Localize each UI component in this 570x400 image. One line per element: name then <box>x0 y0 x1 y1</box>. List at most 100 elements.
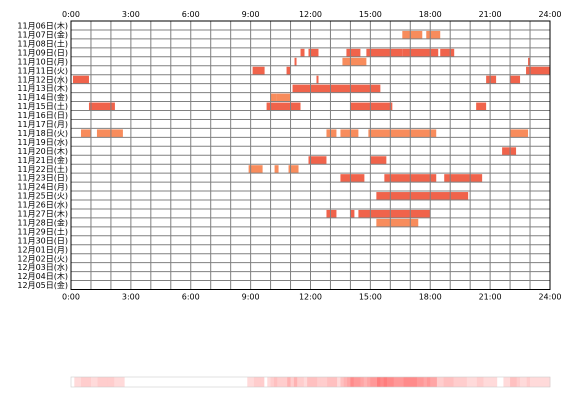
heat-cell <box>433 377 438 387</box>
heat-cell <box>247 377 252 387</box>
heat-cell <box>114 377 118 387</box>
heat-cell <box>270 377 275 387</box>
bar-4-5 <box>402 48 439 57</box>
heat-cell <box>110 377 115 387</box>
bar-20-1 <box>376 192 431 200</box>
day-label-28: 12月03日(水) <box>17 262 68 272</box>
heat-cell <box>350 377 355 387</box>
heat-cell <box>120 377 125 387</box>
tick-top-3: 9:00 <box>242 10 260 19</box>
bar-17-3 <box>288 165 299 174</box>
heat-cell <box>343 377 348 387</box>
tick-bottom-2: 6:00 <box>182 293 200 302</box>
bar-22-1 <box>326 209 337 218</box>
heat-strip-border <box>70 376 551 388</box>
day-label-17: 11月22日(土) <box>17 164 68 174</box>
heat-cell <box>510 377 514 387</box>
heat-cell <box>307 377 311 387</box>
day-label-21: 11月26日(水) <box>17 200 68 210</box>
heat-cell <box>453 377 458 387</box>
day-label-30: 12月05日(金) <box>17 280 68 290</box>
tick-bottom-1: 3:00 <box>122 293 140 302</box>
day-label-23: 11月28日(金) <box>17 217 68 227</box>
heat-cell <box>526 377 531 387</box>
day-label-29: 12月04日(木) <box>17 271 68 281</box>
tick-top-7: 21:00 <box>479 10 502 19</box>
heat-cell <box>273 377 278 387</box>
tick-bottom-4: 12:00 <box>299 293 322 302</box>
heat-cell <box>456 377 461 387</box>
tick-top-4: 12:00 <box>299 10 322 19</box>
bar-13-6 <box>510 129 529 138</box>
tick-top-1: 3:00 <box>122 10 140 19</box>
bar-5-2 <box>342 57 367 66</box>
bar-2-1 <box>402 30 423 39</box>
heat-cell <box>77 377 82 387</box>
heat-cell <box>353 377 358 387</box>
day-label-2: 11月07日(金) <box>17 30 68 40</box>
bar-7-1 <box>73 75 89 84</box>
heat-cell <box>87 377 92 387</box>
heat-cell <box>450 377 454 387</box>
heat-cell <box>420 377 424 387</box>
bar-17-1 <box>248 165 263 174</box>
heat-cell <box>413 377 418 387</box>
bar-22-2 <box>350 209 355 218</box>
heat-cell <box>480 377 484 387</box>
heat-cell <box>423 377 428 387</box>
tick-top-6: 18:00 <box>419 10 442 19</box>
heat-cell <box>290 377 295 387</box>
heat-cell <box>74 377 79 387</box>
heat-cell <box>470 377 474 387</box>
day-label-18: 11月23日(日) <box>17 174 68 183</box>
heat-cell <box>107 377 112 387</box>
bar-9-1 <box>270 93 277 102</box>
heat-cell <box>313 377 318 387</box>
heat-cell <box>320 377 325 387</box>
heat-cell <box>380 377 385 387</box>
day-label-6: 11月11日(火) <box>17 66 68 75</box>
bar-6-3 <box>526 66 550 75</box>
bar-7-3 <box>486 75 497 84</box>
heat-cell <box>396 377 401 387</box>
tick-top-5: 15:00 <box>359 10 382 19</box>
day-label-19: 11月24日(月) <box>17 183 68 192</box>
day-label-16: 11月21日(金) <box>17 155 68 165</box>
bar-13-4 <box>340 129 359 138</box>
labels-layer: 0:00 3:00 6:00 9:00 12:00 15:00 18:00 21:00 24:0… <box>17 10 561 302</box>
bar-5-3 <box>528 57 531 66</box>
heat-cell <box>466 377 471 387</box>
heat-cell <box>287 377 291 387</box>
heat-cell <box>546 377 551 387</box>
heat-cell <box>490 377 494 387</box>
tick-bottom-8: 24:00 <box>538 293 561 302</box>
bar-13-5 <box>368 129 437 138</box>
heat-cell <box>383 377 388 387</box>
day-label-26: 12月01日(月) <box>17 245 68 254</box>
heat-cell <box>90 377 95 387</box>
heat-cell <box>426 377 431 387</box>
heat-cell <box>436 377 441 387</box>
day-label-24: 11月29日(土) <box>17 226 68 236</box>
tick-bottom-6: 18:00 <box>419 293 442 302</box>
bar-4-4 <box>366 48 403 57</box>
day-label-11: 11月16日(日) <box>17 111 68 120</box>
day-label-10: 11月15日(土) <box>17 101 68 111</box>
heat-cell <box>97 377 102 387</box>
bar-7-2 <box>316 75 319 84</box>
heat-cell <box>117 377 122 387</box>
day-label-12: 11月17日(月) <box>17 120 68 129</box>
heat-cell <box>80 377 85 387</box>
bar-22-3 <box>358 209 431 218</box>
bar-4-1 <box>300 48 305 57</box>
heat-cell <box>403 377 408 387</box>
tick-top-8: 24:00 <box>538 10 561 19</box>
bar-8-1 <box>292 84 381 93</box>
heat-cell <box>390 377 395 387</box>
heat-cell <box>260 377 265 387</box>
heat-cell <box>94 377 99 387</box>
heat-cell <box>300 377 305 387</box>
heat-cell <box>443 377 448 387</box>
bar-6-1 <box>252 66 265 75</box>
heat-cell <box>283 377 288 387</box>
